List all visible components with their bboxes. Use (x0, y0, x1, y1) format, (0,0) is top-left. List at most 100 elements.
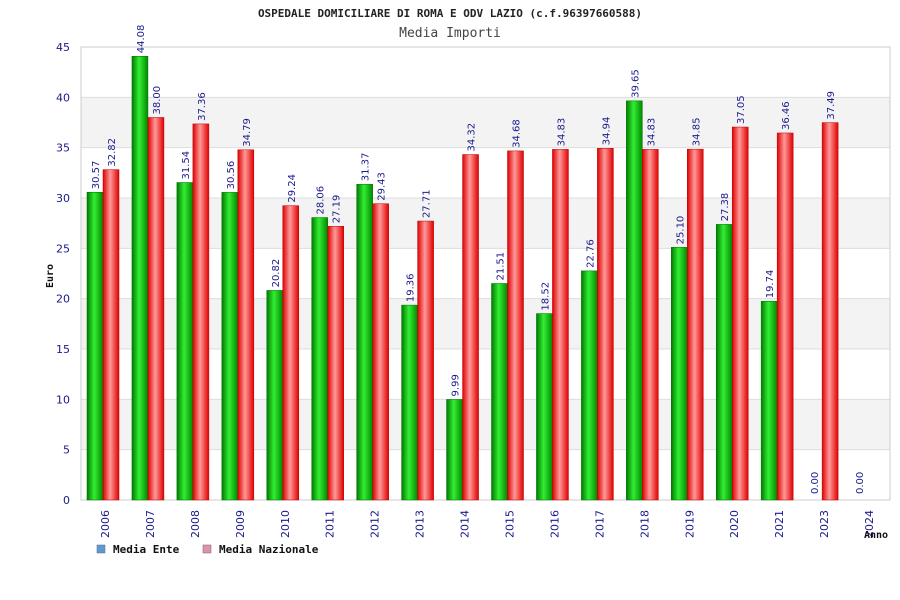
x-tick-label: 2021 (773, 510, 786, 538)
bar-media-ente (760, 301, 778, 501)
legend-entry: Media Nazionale (219, 543, 319, 556)
y-tick-label: 40 (56, 91, 70, 104)
legend-swatch (202, 544, 212, 554)
y-tick-label: 0 (63, 494, 70, 507)
bar-media-ente (311, 217, 328, 501)
y-tick-label: 20 (56, 293, 70, 306)
bar-media-ente (176, 182, 194, 501)
data-label: 34.94 (601, 117, 612, 146)
bar-media-ente (715, 224, 733, 501)
data-label: 18.52 (540, 282, 551, 311)
x-tick-label: 2006 (99, 510, 112, 538)
bar-media-nazionale (372, 203, 389, 501)
bar-media-ente (626, 100, 643, 501)
data-label: 37.49 (826, 91, 837, 120)
x-tick-label: 2019 (683, 510, 696, 538)
data-labels: 30.57 44.08 31.54 30.56 20.82 28.06 31.37 19.36… (91, 25, 866, 494)
bar-media-nazionale (147, 117, 165, 501)
bar-media-ente (446, 399, 463, 501)
data-label: 37.36 (197, 92, 208, 121)
bar-media-ente (221, 192, 239, 501)
grid-band (81, 298, 890, 349)
x-tick-label: 2015 (504, 510, 517, 538)
legend: Media Ente Media Nazionale (96, 543, 319, 556)
y-tick-label: 25 (56, 242, 70, 255)
bar-media-nazionale (102, 169, 120, 501)
data-label: 37.05 (736, 95, 747, 124)
data-label: 27.71 (422, 189, 433, 218)
bar-media-nazionale (597, 148, 614, 501)
chart-title: OSPEDALE DOMICILIARE DI ROMA E ODV LAZIO… (258, 7, 642, 20)
y-tick-label: 5 (63, 444, 70, 457)
x-tick-label: 2010 (279, 510, 292, 538)
x-tick-label: 2020 (728, 510, 741, 538)
data-label: 0.00 (855, 472, 866, 494)
x-tick-label: 2009 (234, 510, 247, 538)
data-label: 20.82 (271, 259, 282, 288)
data-label: 19.36 (406, 273, 417, 302)
grid-bands (80, 46, 891, 501)
data-label: 21.51 (496, 252, 507, 281)
bar-media-ente (401, 304, 418, 501)
x-tick-label: 2017 (593, 510, 606, 538)
y-axis-ticks: 0 5 10 15 20 25 30 35 40 45 (56, 41, 70, 507)
x-tick-label: 2024 (863, 510, 876, 538)
x-tick-label: 2018 (638, 510, 651, 538)
data-label: 34.68 (512, 119, 523, 148)
x-tick-label: 2012 (369, 510, 382, 538)
bar-media-nazionale (417, 220, 434, 501)
y-axis-label: Euro (45, 264, 56, 288)
x-tick-label: 2008 (189, 510, 202, 538)
data-label: 27.19 (332, 195, 343, 224)
data-label: 29.24 (287, 174, 298, 203)
data-label: 34.32 (467, 123, 478, 152)
x-axis-ticks: 2006 2007 2008 2009 2010 2011 2012 2013 2014 2015… (99, 510, 876, 538)
bar-media-nazionale (552, 149, 569, 501)
legend-swatch (96, 544, 106, 554)
x-tick-label: 2011 (324, 510, 337, 538)
data-label: 32.82 (107, 138, 118, 167)
bar-media-ente (86, 192, 104, 501)
data-label: 30.57 (91, 161, 102, 190)
y-tick-label: 15 (56, 343, 70, 356)
data-label: 29.43 (377, 172, 388, 201)
bar-media-nazionale (687, 148, 704, 501)
bar-media-ente (581, 270, 598, 501)
data-label: 0.00 (810, 472, 821, 494)
data-label: 28.06 (316, 186, 327, 215)
data-label: 31.37 (361, 153, 372, 182)
bar-media-nazionale (192, 123, 210, 501)
data-label: 31.54 (181, 151, 192, 180)
bar-media-nazionale (642, 149, 659, 501)
y-tick-label: 30 (56, 192, 70, 205)
data-label: 30.56 (226, 161, 237, 190)
data-label: 38.00 (152, 86, 163, 115)
bar-media-ente (131, 56, 149, 501)
y-tick-label: 10 (56, 393, 70, 406)
bar-media-nazionale (507, 150, 524, 501)
y-tick-label: 45 (56, 41, 70, 54)
bar-media-ente (536, 313, 553, 501)
chart-subtitle: Media Importi (399, 26, 501, 41)
bar-media-nazionale (821, 122, 839, 501)
plot-frame (80, 46, 891, 501)
bar-media-nazionale (776, 132, 794, 501)
data-label: 9.99 (451, 374, 462, 396)
x-tick-label: 2023 (818, 510, 831, 538)
y-tick-label: 35 (56, 142, 70, 155)
data-label: 34.85 (691, 118, 702, 147)
grid-band (81, 399, 890, 450)
data-label: 44.08 (136, 25, 147, 54)
data-label: 36.46 (781, 101, 792, 130)
x-tick-label: 2016 (548, 510, 561, 538)
x-tick-label: 2014 (459, 510, 472, 538)
data-label: 39.65 (630, 69, 641, 98)
bar-media-nazionale (327, 226, 344, 501)
bar-media-nazionale (282, 205, 300, 501)
data-label: 34.83 (646, 118, 657, 147)
bars-group (86, 56, 839, 501)
bar-media-nazionale (731, 126, 749, 501)
bar-media-nazionale (462, 154, 479, 501)
grid-band (81, 198, 890, 249)
